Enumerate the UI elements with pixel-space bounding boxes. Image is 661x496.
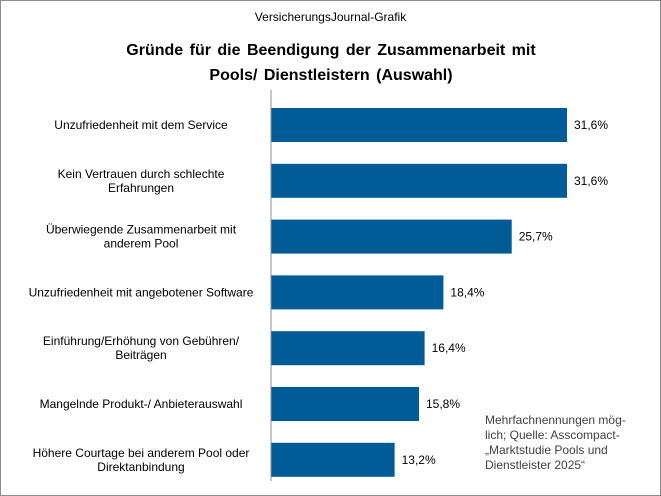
footnote-line-4: Dienstleister 2025“ — [485, 458, 586, 472]
category-labels-group: Unzufriedenheit mit dem Service Kein Vert… — [29, 118, 254, 474]
chart-source-label: VersicherungsJournal-Grafik — [254, 10, 407, 24]
category-label-7: Höhere Courtage bei anderem Pool oder Dir… — [33, 446, 250, 474]
category-label-6-line-1: Mangelnde Produkt-/ Anbieterauswahl — [40, 397, 243, 411]
category-label-3-line-1: Überwiegende Zusammenarbeit mit — [46, 223, 237, 237]
bar-5 — [271, 331, 425, 366]
value-labels-group: 31,6% 31,6% 25,7% 18,4% 16,4% 15,8% 13,2% — [402, 118, 609, 467]
category-label-5-line-2: Beiträgen — [115, 348, 166, 362]
bar-2 — [271, 163, 567, 198]
value-label-1: 31,6% — [574, 118, 608, 132]
chart-title-line-2: Pools/ Dienstleistern (Auswahl) — [209, 67, 453, 84]
value-label-4: 18,4% — [450, 285, 484, 299]
category-label-3: Überwiegende Zusammenarbeit mit anderem P… — [46, 223, 237, 251]
category-label-2: Kein Vertrauen durch schlechte Erfahrunge… — [58, 167, 225, 195]
bar-4 — [271, 275, 444, 310]
value-label-3: 25,7% — [519, 230, 553, 244]
footnote: Mehrfachnennungen mög- lich; Quelle: Ass… — [485, 413, 643, 473]
category-label-4: Unzufriedenheit mit angebotener Software — [29, 285, 254, 299]
chart-title-line-1: Gründe für die Beendigung der Zusammenar… — [126, 42, 536, 59]
value-label-2: 31,6% — [574, 174, 608, 188]
chart-title: Gründe für die Beendigung der Zusammenar… — [41, 38, 621, 88]
bar-3 — [271, 219, 512, 254]
footnote-line-3: „Marktstudie Pools und — [485, 443, 608, 457]
category-label-7-line-2: Direktanbindung — [97, 460, 184, 474]
bar-6 — [271, 387, 419, 421]
category-label-5: Einführung/Erhöhung von Gebühren/Beiträg… — [43, 334, 240, 362]
value-label-7: 13,2% — [402, 453, 436, 467]
value-label-6: 15,8% — [426, 397, 460, 411]
bar-1 — [271, 108, 567, 142]
category-label-5-line-1: Einführung/Erhöhung von Gebühren/ — [43, 334, 240, 348]
category-label-3-line-2: anderem Pool — [104, 237, 179, 251]
bars-group — [271, 108, 567, 477]
category-label-6: Mangelnde Produkt-/ Anbieterauswahl — [40, 397, 243, 411]
bar-7 — [271, 442, 395, 477]
category-label-4-line-1: Unzufriedenheit mit angebotener Software — [29, 285, 254, 299]
category-label-1-line-1: Unzufriedenheit mit dem Service — [54, 118, 228, 132]
value-label-5: 16,4% — [432, 341, 466, 355]
category-label-7-line-1: Höhere Courtage bei anderem Pool oder — [33, 446, 250, 460]
category-label-1: Unzufriedenheit mit dem Service — [54, 118, 228, 132]
footnote-line-2: lich; Quelle: Asscompact- — [485, 428, 620, 442]
category-label-2-line-2: Erfahrungen — [108, 181, 174, 195]
footnote-line-1: Mehrfachnennungen mög- — [485, 413, 626, 427]
category-label-2-line-1: Kein Vertrauen durch schlechte — [58, 167, 225, 181]
